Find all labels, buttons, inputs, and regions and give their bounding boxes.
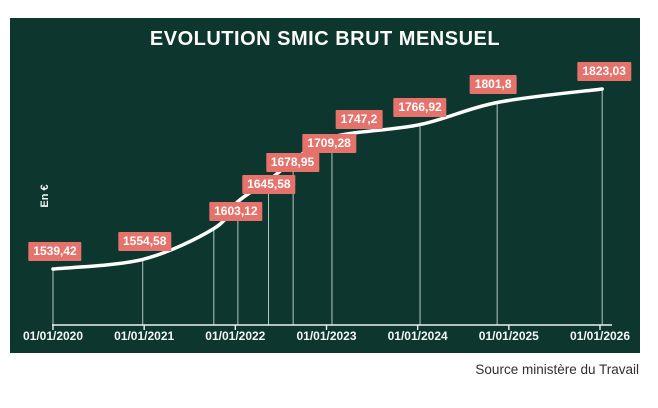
x-axis-tick-label: 01/01/2020 [22,329,84,343]
smic-evolution-chart: EVOLUTION SMIC BRUT MENSUEL En € 1539,42… [10,18,640,353]
data-point-label: 1554,58 [118,232,172,252]
data-point-label: 1678,95 [265,153,320,173]
data-point-label: 1709,28 [302,134,356,154]
data-point-label: 1645,58 [242,174,296,194]
x-axis-tick-label: 01/01/2023 [296,329,357,343]
x-axis-tick-label: 01/01/2022 [205,329,266,343]
x-axis-tick-label: 01/01/2024 [387,329,448,343]
line-plot [51,87,612,330]
data-point-label: 1747,2 [335,110,383,130]
x-axis-tick-label: 01/01/2026 [569,329,631,343]
chart-title: EVOLUTION SMIC BRUT MENSUEL [149,28,501,50]
data-point-label: 1539,42 [28,242,82,261]
source-note: Source ministère du Travail [475,362,639,377]
data-point-label: 1766,92 [393,97,447,117]
x-axis-tick-label: 01/01/2025 [478,329,539,343]
x-axis-tick-label: 01/01/2021 [114,329,175,343]
data-point-label: 1603,12 [209,201,263,221]
data-point-label: 1823,03 [577,62,631,81]
data-point-label: 1801,8 [469,75,517,95]
